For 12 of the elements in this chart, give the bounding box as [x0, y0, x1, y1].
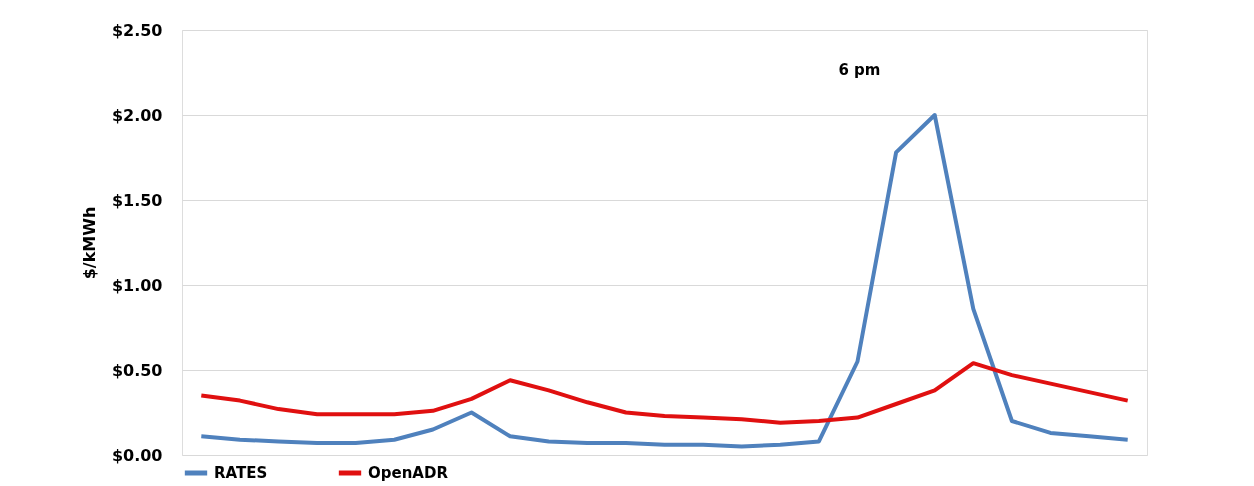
line-series [199, 361, 1130, 425]
y-tick-label: $1.00 [111, 275, 163, 295]
y-tick-label: $0.50 [111, 360, 163, 380]
y-tick-label: $1.50 [111, 190, 163, 210]
line-series [199, 113, 1130, 449]
y-axis-title: $/kMWh [79, 206, 99, 280]
legend-label: RATES [214, 464, 268, 482]
legend-label: OpenADR [368, 464, 449, 482]
annotation: 6 pm [838, 61, 881, 79]
y-tick-label: $0.00 [111, 445, 163, 465]
y-tick-label: $2.00 [111, 105, 163, 125]
y-tick-label: $2.50 [111, 20, 163, 40]
